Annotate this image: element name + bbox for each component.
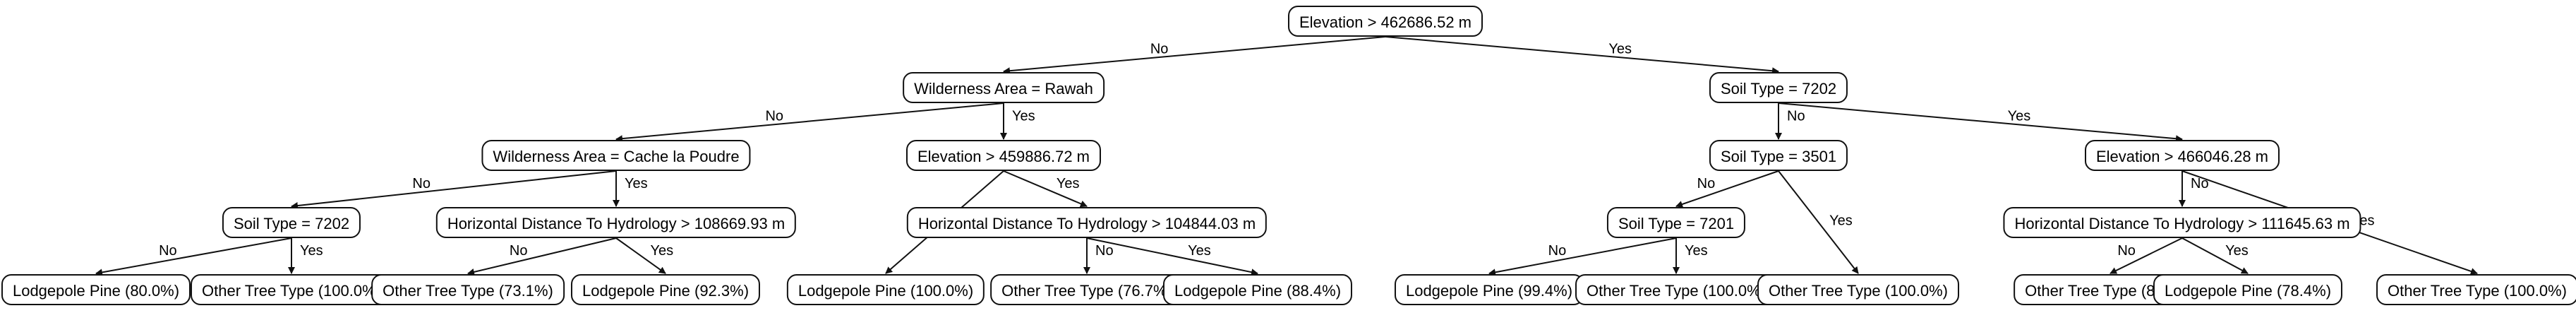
edge-n10-l8 bbox=[1488, 237, 1677, 276]
edge-label-yes: Yes bbox=[1012, 109, 1035, 124]
leaf-node: Other Tree Type (73.1%) bbox=[371, 274, 565, 305]
node-hydrology-108669: Horizontal Distance To Hydrology > 10866… bbox=[435, 207, 797, 238]
edge-n5-l10 bbox=[1778, 170, 1859, 274]
leaf-node: Other Tree Type (100.0%) bbox=[2376, 274, 2576, 305]
edge-label-no: No bbox=[510, 243, 528, 259]
edge-label-yes: Yes bbox=[1057, 176, 1080, 191]
node-hydrology-111645: Horizontal Distance To Hydrology > 11164… bbox=[2003, 207, 2361, 238]
edge-n0-n1 bbox=[1003, 36, 1386, 75]
leaf-node: Lodgepole Pine (78.4%) bbox=[2153, 274, 2343, 305]
edge-label-no: No bbox=[159, 243, 177, 259]
leaf-node: Other Tree Type (100.0%) bbox=[1575, 274, 1777, 305]
edge-label-yes: Yes bbox=[625, 176, 648, 191]
edge-n0-n2 bbox=[1385, 36, 1779, 75]
node-soil-type-3501: Soil Type = 3501 bbox=[1709, 140, 1848, 171]
edge-label-yes: Yes bbox=[1829, 213, 1853, 228]
edge-label-yes: Yes bbox=[1608, 42, 1632, 57]
edge-label-no: No bbox=[1697, 176, 1716, 191]
node-elevation-459886: Elevation > 459886.72 m bbox=[905, 140, 1102, 171]
edge-n8-l4 bbox=[615, 237, 666, 274]
edge-n3-n7 bbox=[291, 170, 617, 209]
edge-label-no: No bbox=[1787, 109, 1805, 124]
leaf-node: Other Tree Type (100.0%) bbox=[191, 274, 392, 305]
node-elevation-466046: Elevation > 466046.28 m bbox=[2084, 140, 2280, 171]
leaf-node: Lodgepole Pine (92.3%) bbox=[570, 274, 761, 305]
edge-label-no: No bbox=[2117, 243, 2136, 259]
edge-n5-n10 bbox=[1675, 170, 1779, 208]
edge-n2-n6 bbox=[1778, 102, 2183, 143]
node-soil-type-7202-left: Soil Type = 7202 bbox=[222, 207, 361, 238]
edge-n8-l3 bbox=[467, 237, 617, 276]
edge-label-yes: Yes bbox=[300, 243, 323, 259]
edge-n4-n9 bbox=[1003, 170, 1088, 208]
leaf-node: Other Tree Type (100.0%) bbox=[1757, 274, 1959, 305]
edge-label-no: No bbox=[1548, 243, 1567, 259]
edge-label-no: No bbox=[1095, 243, 1114, 259]
leaf-node: Lodgepole Pine (80.0%) bbox=[1, 274, 191, 305]
edge-label-no: No bbox=[1150, 42, 1169, 57]
edge-n9-l7 bbox=[1086, 237, 1258, 276]
node-soil-type-7202: Soil Type = 7202 bbox=[1709, 72, 1848, 103]
edge-n7-l1 bbox=[95, 237, 292, 276]
edge-n1-n3 bbox=[615, 102, 1004, 143]
edge-label-yes: Yes bbox=[651, 243, 674, 259]
edge-label-yes: Yes bbox=[1685, 243, 1708, 259]
edge-label-yes: Yes bbox=[1188, 243, 1211, 259]
leaf-node: Lodgepole Pine (100.0%) bbox=[786, 274, 985, 305]
leaf-node: Other Tree Type (76.7%) bbox=[990, 274, 1184, 305]
edge-label-yes: Yes bbox=[2008, 109, 2031, 124]
edge-label-no: No bbox=[412, 176, 431, 191]
edge-label-no: No bbox=[765, 109, 783, 124]
node-elevation-root: Elevation > 462686.52 m bbox=[1287, 6, 1483, 37]
node-hydrology-104844: Horizontal Distance To Hydrology > 10484… bbox=[906, 207, 1268, 238]
edge-label-no: No bbox=[2191, 176, 2209, 191]
edge-n11-l11 bbox=[2109, 237, 2183, 274]
node-wilderness-rawah: Wilderness Area = Rawah bbox=[903, 72, 1105, 103]
node-wilderness-cache-la-poudre: Wilderness Area = Cache la Poudre bbox=[481, 140, 751, 171]
leaf-node: Lodgepole Pine (88.4%) bbox=[1162, 274, 1353, 305]
node-soil-type-7201: Soil Type = 7201 bbox=[1606, 207, 1746, 238]
edge-label-yes: Yes bbox=[2225, 243, 2249, 259]
edge-n11-l12 bbox=[2181, 237, 2249, 274]
leaf-node: Lodgepole Pine (99.4%) bbox=[1394, 274, 1584, 305]
